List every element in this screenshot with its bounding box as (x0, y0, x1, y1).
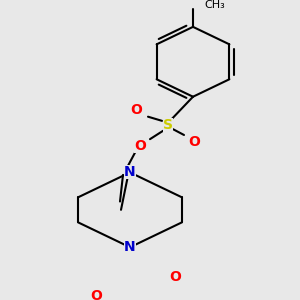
Text: CH₃: CH₃ (204, 0, 225, 10)
Text: N: N (124, 165, 136, 179)
Text: O: O (169, 270, 181, 284)
Text: N: N (124, 240, 136, 254)
Text: O: O (130, 103, 142, 117)
Text: O: O (134, 139, 146, 153)
Text: O: O (90, 289, 102, 300)
Text: N: N (124, 165, 136, 179)
Text: S: S (163, 118, 173, 132)
Text: O: O (188, 135, 200, 148)
